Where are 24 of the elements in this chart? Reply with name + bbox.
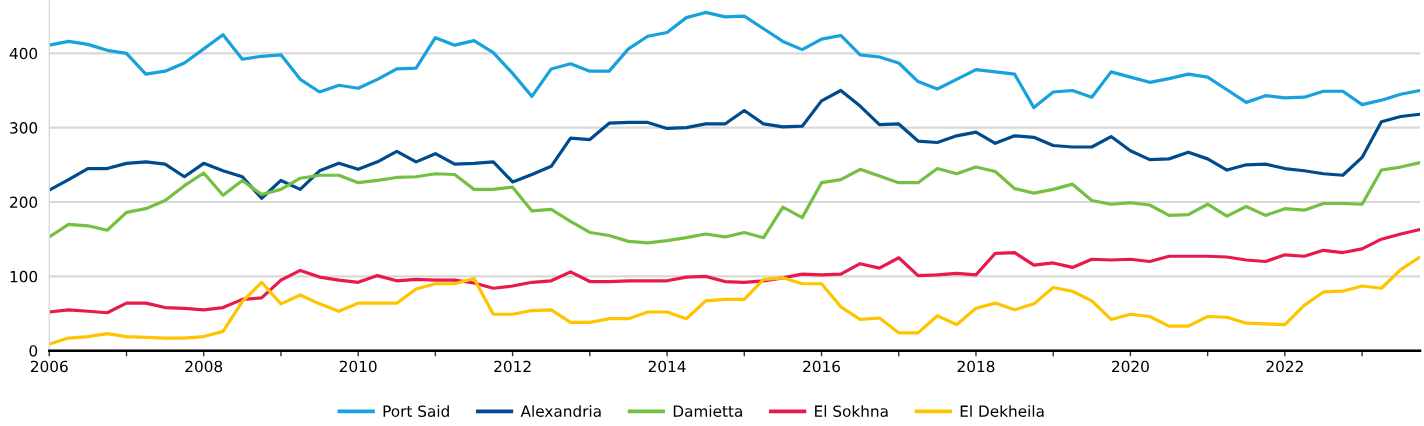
legend-label: Port Said: [383, 405, 449, 417]
legend-label: El Sokhna: [815, 405, 888, 417]
line-series: [49, 10, 1421, 110]
line-series: [49, 255, 1421, 346]
y-tick-label: 100: [10, 270, 38, 283]
x-tick-label: 2010: [339, 360, 377, 373]
x-tick-label: 2016: [803, 360, 840, 373]
x-tick-label: 2014: [648, 360, 686, 373]
line-series: [49, 161, 1421, 245]
legend-label: Damietta: [673, 405, 742, 417]
legend-label: Alexandria: [520, 405, 601, 417]
legend-label: El Dekheila: [960, 405, 1044, 417]
y-tick-label: 400: [9, 47, 38, 60]
y-tick-label: 300: [10, 122, 38, 134]
line-series: [49, 227, 1421, 315]
y-tick-label: 0: [29, 345, 38, 357]
x-tick-label: 2018: [957, 360, 995, 373]
x-tick-label: 2008: [185, 360, 223, 373]
line-series: [49, 88, 1421, 200]
x-tick-label: 2012: [494, 360, 531, 373]
x-tick-label: 2020: [1112, 360, 1149, 373]
y-tick-label: 200: [10, 196, 38, 209]
x-tick-label: 2006: [30, 360, 68, 373]
x-tick-label: 2022: [1266, 360, 1303, 373]
